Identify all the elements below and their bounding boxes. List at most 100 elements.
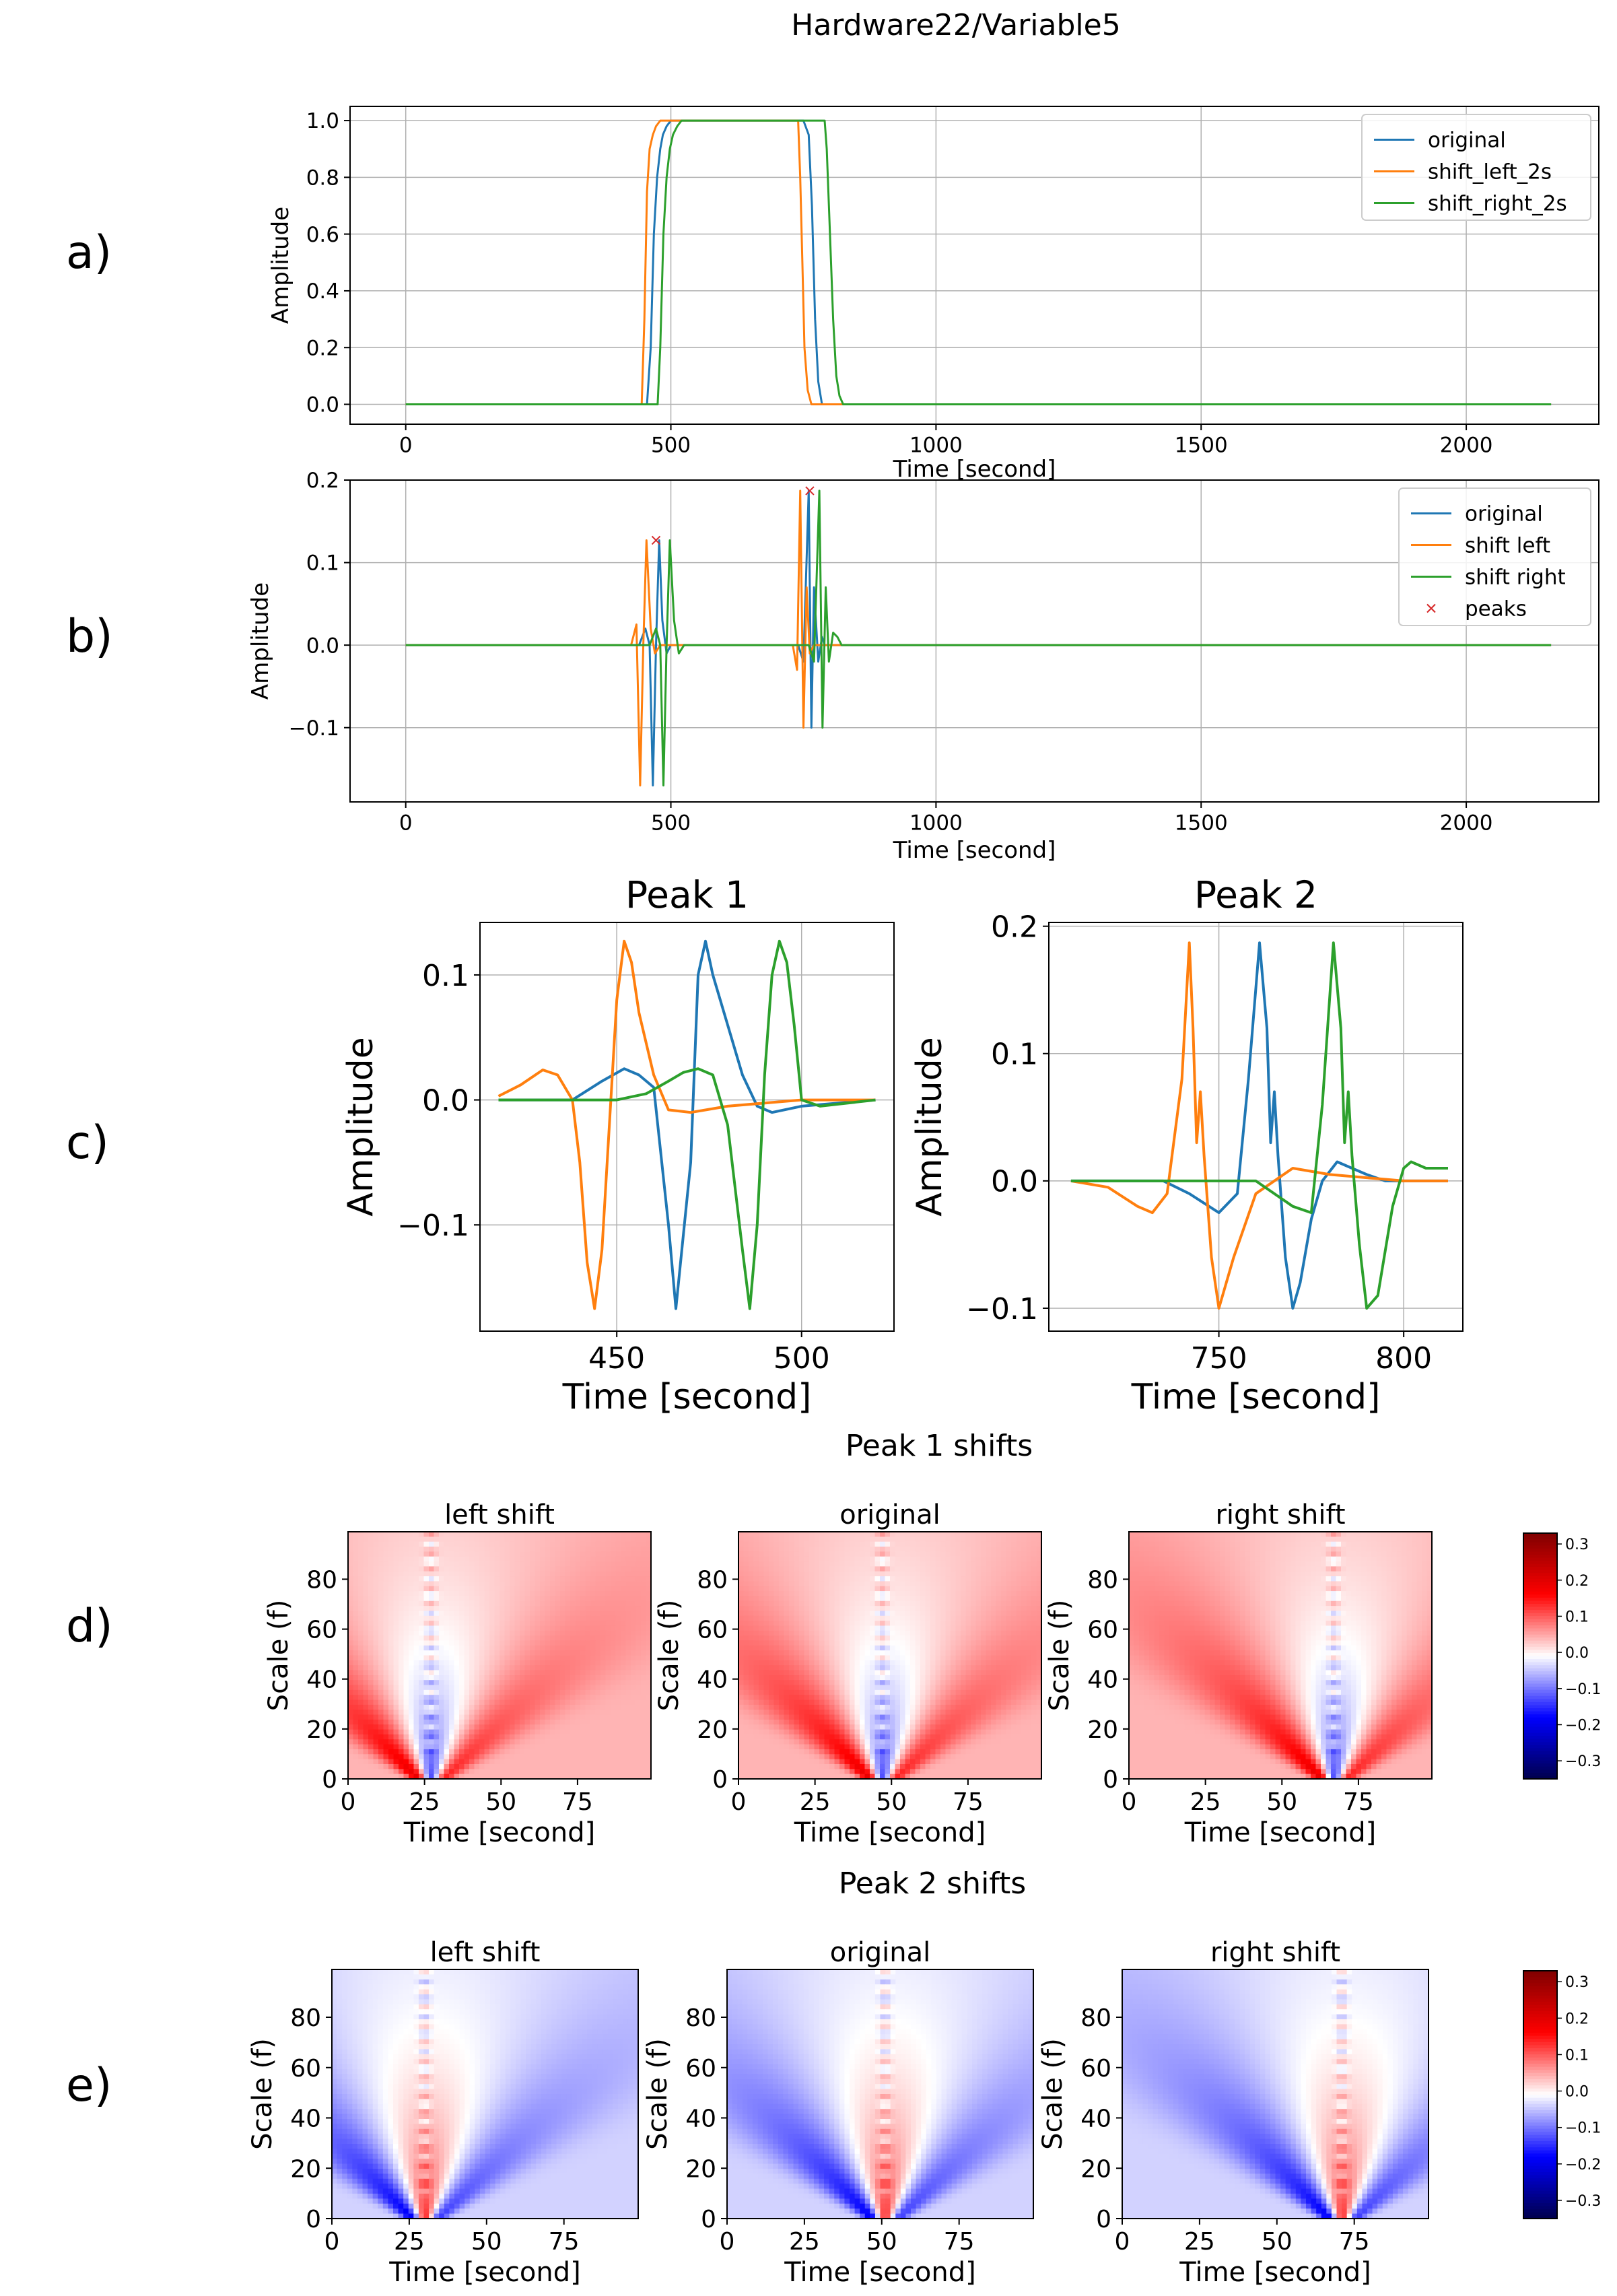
heatmap-cell — [1006, 1631, 1012, 1636]
heatmap-cell — [364, 1665, 369, 1670]
heatmap-cell — [905, 1650, 911, 1656]
heatmap-cell — [353, 1685, 359, 1691]
heatmap-cell — [616, 1656, 621, 1661]
heatmap-cell — [611, 1759, 616, 1765]
heatmap-cell — [845, 1596, 850, 1601]
heatmap-cell — [799, 1547, 804, 1552]
heatmap-cell — [641, 1769, 646, 1774]
heatmap-cell — [424, 1635, 429, 1641]
heatmap-cell — [845, 1611, 850, 1616]
heatmap-cell — [550, 1650, 555, 1656]
heatmap-cell — [890, 1611, 895, 1616]
heatmap-cell — [525, 1547, 530, 1552]
heatmap-cell — [520, 1635, 525, 1641]
heatmap-cell — [465, 1720, 470, 1725]
heatmap-cell — [510, 1705, 515, 1710]
heatmap-cell — [485, 1625, 490, 1631]
heatmap-cell — [576, 1754, 581, 1759]
heatmap-cell — [444, 1769, 450, 1774]
heatmap-cell — [895, 1660, 901, 1666]
heatmap-cell — [865, 1665, 870, 1670]
heatmap-cell — [348, 1601, 353, 1607]
heatmap-cell — [489, 1710, 495, 1715]
heatmap-cell — [590, 1769, 596, 1774]
heatmap-cell — [586, 1650, 591, 1656]
heatmap-cell — [1031, 1606, 1037, 1611]
heatmap-cell — [409, 1537, 414, 1542]
heatmap-cell — [1021, 1591, 1027, 1596]
heatmap-cell — [794, 1656, 800, 1661]
heatmap-cell — [409, 1724, 414, 1730]
heatmap-cell — [540, 1715, 545, 1720]
heatmap-cell — [900, 1532, 905, 1537]
heatmap-cell — [565, 1606, 571, 1611]
heatmap-cell — [636, 1576, 642, 1582]
heatmap-cell — [850, 1635, 855, 1641]
heatmap-cell — [525, 1650, 530, 1656]
heatmap-cell — [545, 1542, 551, 1547]
heatmap-cell — [621, 1665, 626, 1670]
heatmap-cell — [530, 1547, 535, 1552]
heatmap-cell — [388, 1700, 394, 1706]
heatmap-cell — [429, 1695, 434, 1700]
heatmap-cell — [930, 1656, 936, 1661]
heatmap-cell — [378, 1695, 384, 1700]
heatmap-cell — [454, 1542, 460, 1547]
heatmap-cell — [976, 1670, 982, 1676]
heatmap-cell — [439, 1724, 444, 1730]
heatmap-cell — [936, 1576, 941, 1582]
heatmap-cell — [535, 1566, 541, 1572]
heatmap-cell — [789, 1547, 794, 1552]
heatmap-cell — [636, 1675, 642, 1681]
heatmap-cell — [475, 1670, 480, 1676]
heatmap-cell — [774, 1606, 780, 1611]
heatmap-cell — [616, 1596, 621, 1601]
heatmap-cell — [459, 1749, 465, 1755]
heatmap-cell — [744, 1656, 749, 1661]
heatmap-cell — [505, 1537, 510, 1542]
heatmap-cell — [759, 1606, 764, 1611]
heatmap-cell — [515, 1551, 520, 1557]
heatmap-cell — [475, 1606, 480, 1611]
heatmap-cell — [565, 1566, 571, 1572]
heatmap-cell — [936, 1547, 941, 1552]
heatmap-cell — [545, 1690, 551, 1695]
heatmap-cell — [1001, 1542, 1006, 1547]
heatmap-cell — [570, 1547, 576, 1552]
heatmap-cell — [930, 1606, 936, 1611]
heatmap-cell — [353, 1670, 359, 1676]
heatmap-cell — [520, 1724, 525, 1730]
heatmap-cell — [378, 1625, 384, 1631]
heatmap-cell — [576, 1730, 581, 1735]
heatmap-cell — [576, 1680, 581, 1685]
heatmap-cell — [1027, 1640, 1032, 1646]
heatmap-cell — [916, 1596, 921, 1601]
heatmap-cell — [870, 1621, 875, 1626]
heatmap-cell — [414, 1665, 419, 1670]
heatmap-cell — [636, 1631, 642, 1636]
heatmap-cell — [606, 1581, 611, 1586]
heatmap-cell — [419, 1625, 424, 1631]
heatmap-cell — [611, 1680, 616, 1685]
heatmap-cell — [520, 1764, 525, 1769]
heatmap-cell — [555, 1690, 561, 1695]
heatmap-cell — [475, 1581, 480, 1586]
heatmap-cell — [611, 1754, 616, 1759]
heatmap-cell — [449, 1650, 454, 1656]
heatmap-cell — [510, 1745, 515, 1750]
heatmap-cell — [738, 1675, 744, 1681]
heatmap-cell — [641, 1547, 646, 1552]
heatmap-cell — [505, 1551, 510, 1557]
heatmap-cell — [414, 1754, 419, 1759]
heatmap-cell — [510, 1700, 515, 1706]
heatmap-cell — [475, 1759, 480, 1765]
heatmap-cell — [368, 1665, 374, 1670]
heatmap-cell — [794, 1572, 800, 1577]
heatmap-cell — [940, 1656, 946, 1661]
heatmap-cell — [565, 1715, 571, 1720]
heatmap-cell — [545, 1700, 551, 1706]
heatmap-cell — [525, 1625, 530, 1631]
heatmap-cell — [784, 1566, 790, 1572]
heatmap-cell — [353, 1586, 359, 1592]
heatmap-cell — [1031, 1532, 1037, 1537]
